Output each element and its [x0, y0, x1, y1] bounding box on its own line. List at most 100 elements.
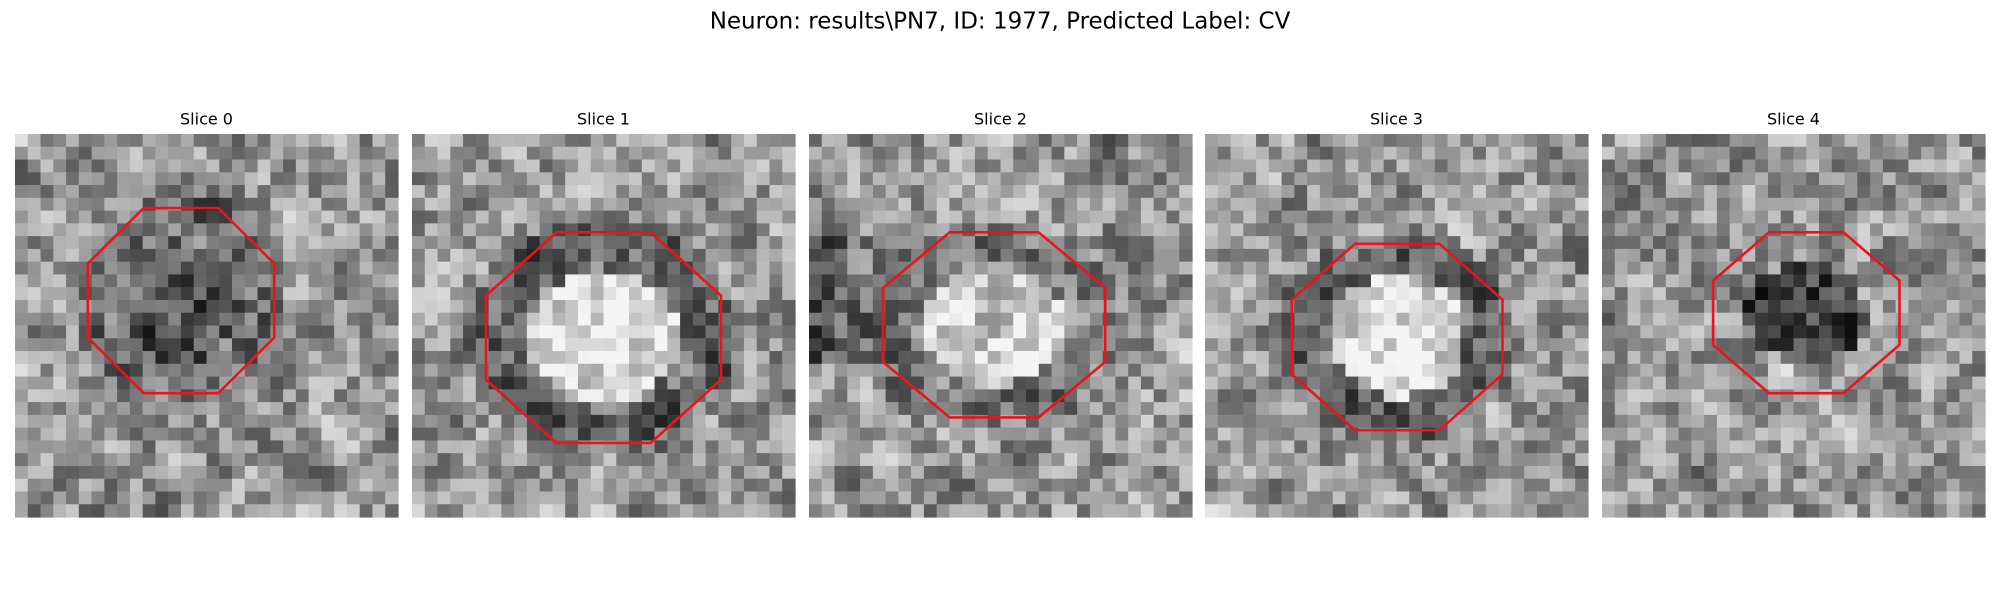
- pixel: [463, 414, 477, 429]
- pixel: [1358, 172, 1372, 186]
- pixel: [1780, 223, 1795, 237]
- pixel: [1498, 504, 1512, 518]
- pixel: [1870, 299, 1884, 314]
- pixel: [488, 146, 502, 161]
- pixel: [782, 274, 796, 288]
- pixel: [743, 440, 758, 454]
- pixel: [743, 185, 758, 199]
- pixel: [1217, 504, 1232, 518]
- pixel: [1064, 210, 1078, 224]
- pixel: [1358, 134, 1372, 148]
- pixel: [1345, 274, 1359, 288]
- pixel: [1767, 376, 1782, 390]
- pixel: [475, 453, 490, 467]
- pixel: [782, 134, 796, 148]
- pixel: [1281, 478, 1295, 493]
- pixel: [1396, 363, 1410, 378]
- pixel: [1742, 299, 1756, 314]
- pixel: [1383, 465, 1398, 480]
- pixel: [321, 248, 335, 263]
- pixel: [1230, 402, 1244, 416]
- pixel: [1767, 134, 1782, 148]
- pixel: [1473, 312, 1487, 327]
- pixel: [257, 287, 271, 301]
- pixel: [1370, 389, 1385, 403]
- pixel: [987, 453, 1002, 467]
- pixel: [1716, 146, 1731, 161]
- pixel: [283, 236, 297, 250]
- pixel: [1332, 134, 1347, 148]
- pixel: [1665, 389, 1680, 403]
- pixel: [847, 197, 861, 212]
- pixel: [680, 312, 694, 327]
- pixel: [1217, 478, 1232, 493]
- pixel: [219, 363, 233, 378]
- pixel: [539, 465, 554, 480]
- pixel: [155, 134, 169, 148]
- pixel: [334, 363, 348, 378]
- pixel: [91, 210, 105, 224]
- pixel: [1358, 465, 1372, 480]
- pixel: [1767, 248, 1782, 263]
- pixel: [53, 274, 67, 288]
- pixel: [1473, 146, 1487, 161]
- pixel: [1562, 427, 1576, 441]
- pixel: [1908, 261, 1922, 276]
- pixel: [616, 210, 630, 224]
- pixel: [104, 465, 118, 480]
- pixel: [514, 414, 528, 429]
- pixel: [1704, 172, 1718, 186]
- pixel: [1704, 185, 1718, 199]
- pixel: [1959, 338, 1973, 352]
- slice-image: [1602, 134, 1986, 518]
- pixel: [1524, 210, 1538, 224]
- pixel: [1102, 185, 1116, 199]
- pixel: [1332, 159, 1347, 173]
- pixel: [769, 376, 783, 390]
- pixel: [334, 299, 348, 314]
- pixel: [539, 453, 554, 467]
- pixel: [1742, 427, 1756, 441]
- pixel: [603, 287, 617, 301]
- pixel: [1549, 236, 1564, 250]
- pixel: [1806, 389, 1820, 403]
- pixel: [412, 465, 426, 480]
- pixel: [1665, 159, 1680, 173]
- pixel: [475, 223, 490, 237]
- pixel: [1959, 261, 1973, 276]
- pixel: [1640, 287, 1654, 301]
- pixel: [475, 478, 490, 493]
- pixel: [782, 504, 796, 518]
- pixel: [104, 223, 118, 237]
- pixel: [1536, 287, 1551, 301]
- pixel: [1908, 185, 1922, 199]
- pixel: [1921, 261, 1935, 276]
- pixel: [15, 312, 29, 327]
- pixel: [1498, 376, 1512, 390]
- pixel: [1217, 312, 1232, 327]
- pixel: [1026, 210, 1040, 224]
- pixel: [1831, 389, 1846, 403]
- pixel: [232, 210, 246, 224]
- pixel: [1755, 465, 1769, 480]
- pixel: [1819, 172, 1833, 186]
- pixel: [1345, 504, 1359, 518]
- pixel: [1536, 478, 1551, 493]
- pixel: [1549, 146, 1564, 161]
- pixel: [1627, 389, 1641, 403]
- pixel: [1166, 261, 1180, 276]
- pixel: [1844, 236, 1858, 250]
- pixel: [155, 299, 169, 314]
- pixel: [155, 312, 169, 327]
- pixel: [1946, 389, 1961, 403]
- pixel: [1115, 363, 1129, 378]
- pixel: [450, 134, 464, 148]
- pixel: [1422, 248, 1436, 263]
- pixel: [1819, 338, 1833, 352]
- pixel: [1205, 185, 1219, 199]
- pixel: [936, 389, 951, 403]
- pixel: [206, 351, 220, 365]
- pixel: [1230, 299, 1244, 314]
- pixel: [1819, 159, 1833, 173]
- pixel: [743, 504, 758, 518]
